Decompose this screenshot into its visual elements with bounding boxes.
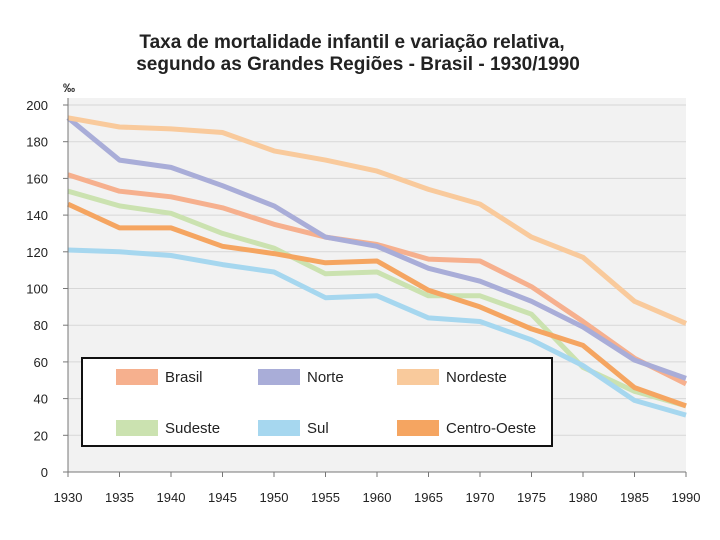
legend-swatch-norte [258,369,300,385]
legend-label-sul: Sul [307,420,329,437]
x-tick-labels: 1930 1935 1940 1945 1950 1955 1960 1965 1970 1975… [54,490,701,505]
legend: Brasil Norte Nordeste Sudeste Sul Centro-Oest… [81,357,553,447]
x-tick-label-1975: 1975 [517,490,546,505]
series-line-sul [67,247,687,418]
y-tick-label-160: 160 [26,171,48,186]
legend-label-brasil: Brasil [165,369,203,386]
y-axis-unit-label: ‰ [63,81,75,95]
x-tick-label-1940: 1940 [157,490,186,505]
series-layer [66,115,688,418]
y-tick-label-20: 20 [34,428,48,443]
axes [63,98,687,477]
legend-swatch-centro-oeste [397,420,439,436]
legend-swatch-sul [258,420,300,436]
chart-title-line-2: segundo as Grandes Regiões - Brasil - 19… [136,54,580,75]
x-tick-label-1935: 1935 [105,490,134,505]
x-tick-label-1965: 1965 [414,490,443,505]
y-tick-label-120: 120 [26,245,48,260]
y-tick-label-0: 0 [41,465,48,480]
series-line-centro-oeste [66,201,687,409]
legend-swatch-brasil [116,369,158,385]
legend-label-nordeste: Nordeste [446,369,507,386]
x-tick-label-1985: 1985 [620,490,649,505]
x-tick-label-1930: 1930 [54,490,83,505]
y-tick-label-200: 200 [26,98,48,113]
x-tick-label-1955: 1955 [311,490,340,505]
series-line-nordeste [67,115,687,326]
y-tick-labels: 0 20 40 60 80 100 120 140 160 180 200 [26,98,48,480]
legend-swatch-sudeste [116,420,158,436]
x-tick-label-1945: 1945 [208,490,237,505]
y-tick-label-140: 140 [26,208,48,223]
x-tick-label-1990: 1990 [672,490,701,505]
y-tick-label-40: 40 [34,392,48,407]
x-tick-label-1950: 1950 [260,490,289,505]
y-tick-label-100: 100 [26,282,48,297]
series-line-norte [66,115,687,381]
y-tick-label-180: 180 [26,135,48,150]
x-tick-label-1970: 1970 [466,490,495,505]
legend-box [81,357,553,447]
x-tick-label-1960: 1960 [363,490,392,505]
legend-swatch-nordeste [397,369,439,385]
chart-title-line-1: Taxa de mortalidade infantil e variação … [139,32,564,53]
x-tick-label-1980: 1980 [569,490,598,505]
y-tick-label-80: 80 [34,318,48,333]
legend-label-norte: Norte [307,369,344,386]
legend-label-centro-oeste: Centro-Oeste [446,420,536,437]
legend-label-sudeste: Sudeste [165,420,220,437]
y-tick-label-60: 60 [34,355,48,370]
